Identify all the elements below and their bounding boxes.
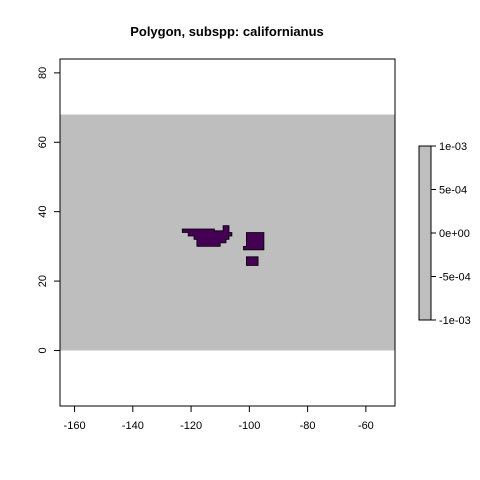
x-tick-label: -60 bbox=[358, 420, 374, 432]
central-polygon bbox=[243, 232, 265, 251]
plot-frame bbox=[59, 58, 396, 407]
colorbar-tick-label: -1e-03 bbox=[439, 315, 471, 327]
south-polygon bbox=[245, 256, 259, 266]
y-tick-label: 0 bbox=[37, 347, 49, 353]
colorbar-tick-label: 5e-04 bbox=[439, 185, 467, 197]
plot-area: -160 -140 -120 -100 -80 -60 0 20 40 60 80 bbox=[37, 58, 396, 432]
x-tick-label: -160 bbox=[64, 420, 86, 432]
chart-title: Polygon, subspp: californianus bbox=[130, 24, 324, 39]
west-polygon bbox=[181, 225, 233, 247]
x-tick-label: -120 bbox=[180, 420, 202, 432]
y-tick-label: 20 bbox=[37, 275, 49, 287]
colorbar bbox=[418, 145, 432, 321]
colorbar-tick-label: 1e-03 bbox=[439, 141, 467, 153]
y-tick-label: 80 bbox=[37, 67, 49, 79]
y-tick-label: 60 bbox=[37, 136, 49, 148]
x-tick-label: -80 bbox=[300, 420, 316, 432]
x-tick-label: -140 bbox=[122, 420, 144, 432]
x-tick-label: -100 bbox=[238, 420, 260, 432]
colorbar-legend: 1e-03 5e-04 0e+00 -5e-04 -1e-03 bbox=[418, 141, 471, 327]
y-tick-label: 40 bbox=[37, 206, 49, 218]
colorbar-tick-label: -5e-04 bbox=[439, 272, 471, 284]
colorbar-tick-label: 0e+00 bbox=[439, 228, 470, 240]
